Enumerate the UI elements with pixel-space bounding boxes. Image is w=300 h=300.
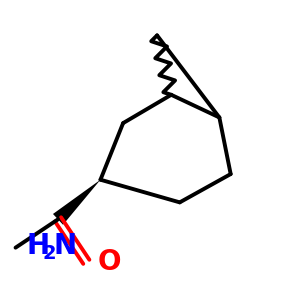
Text: O: O [98,248,121,276]
Text: H: H [27,232,50,260]
Text: 2: 2 [42,244,56,263]
Polygon shape [53,180,100,225]
Text: N: N [54,232,77,260]
